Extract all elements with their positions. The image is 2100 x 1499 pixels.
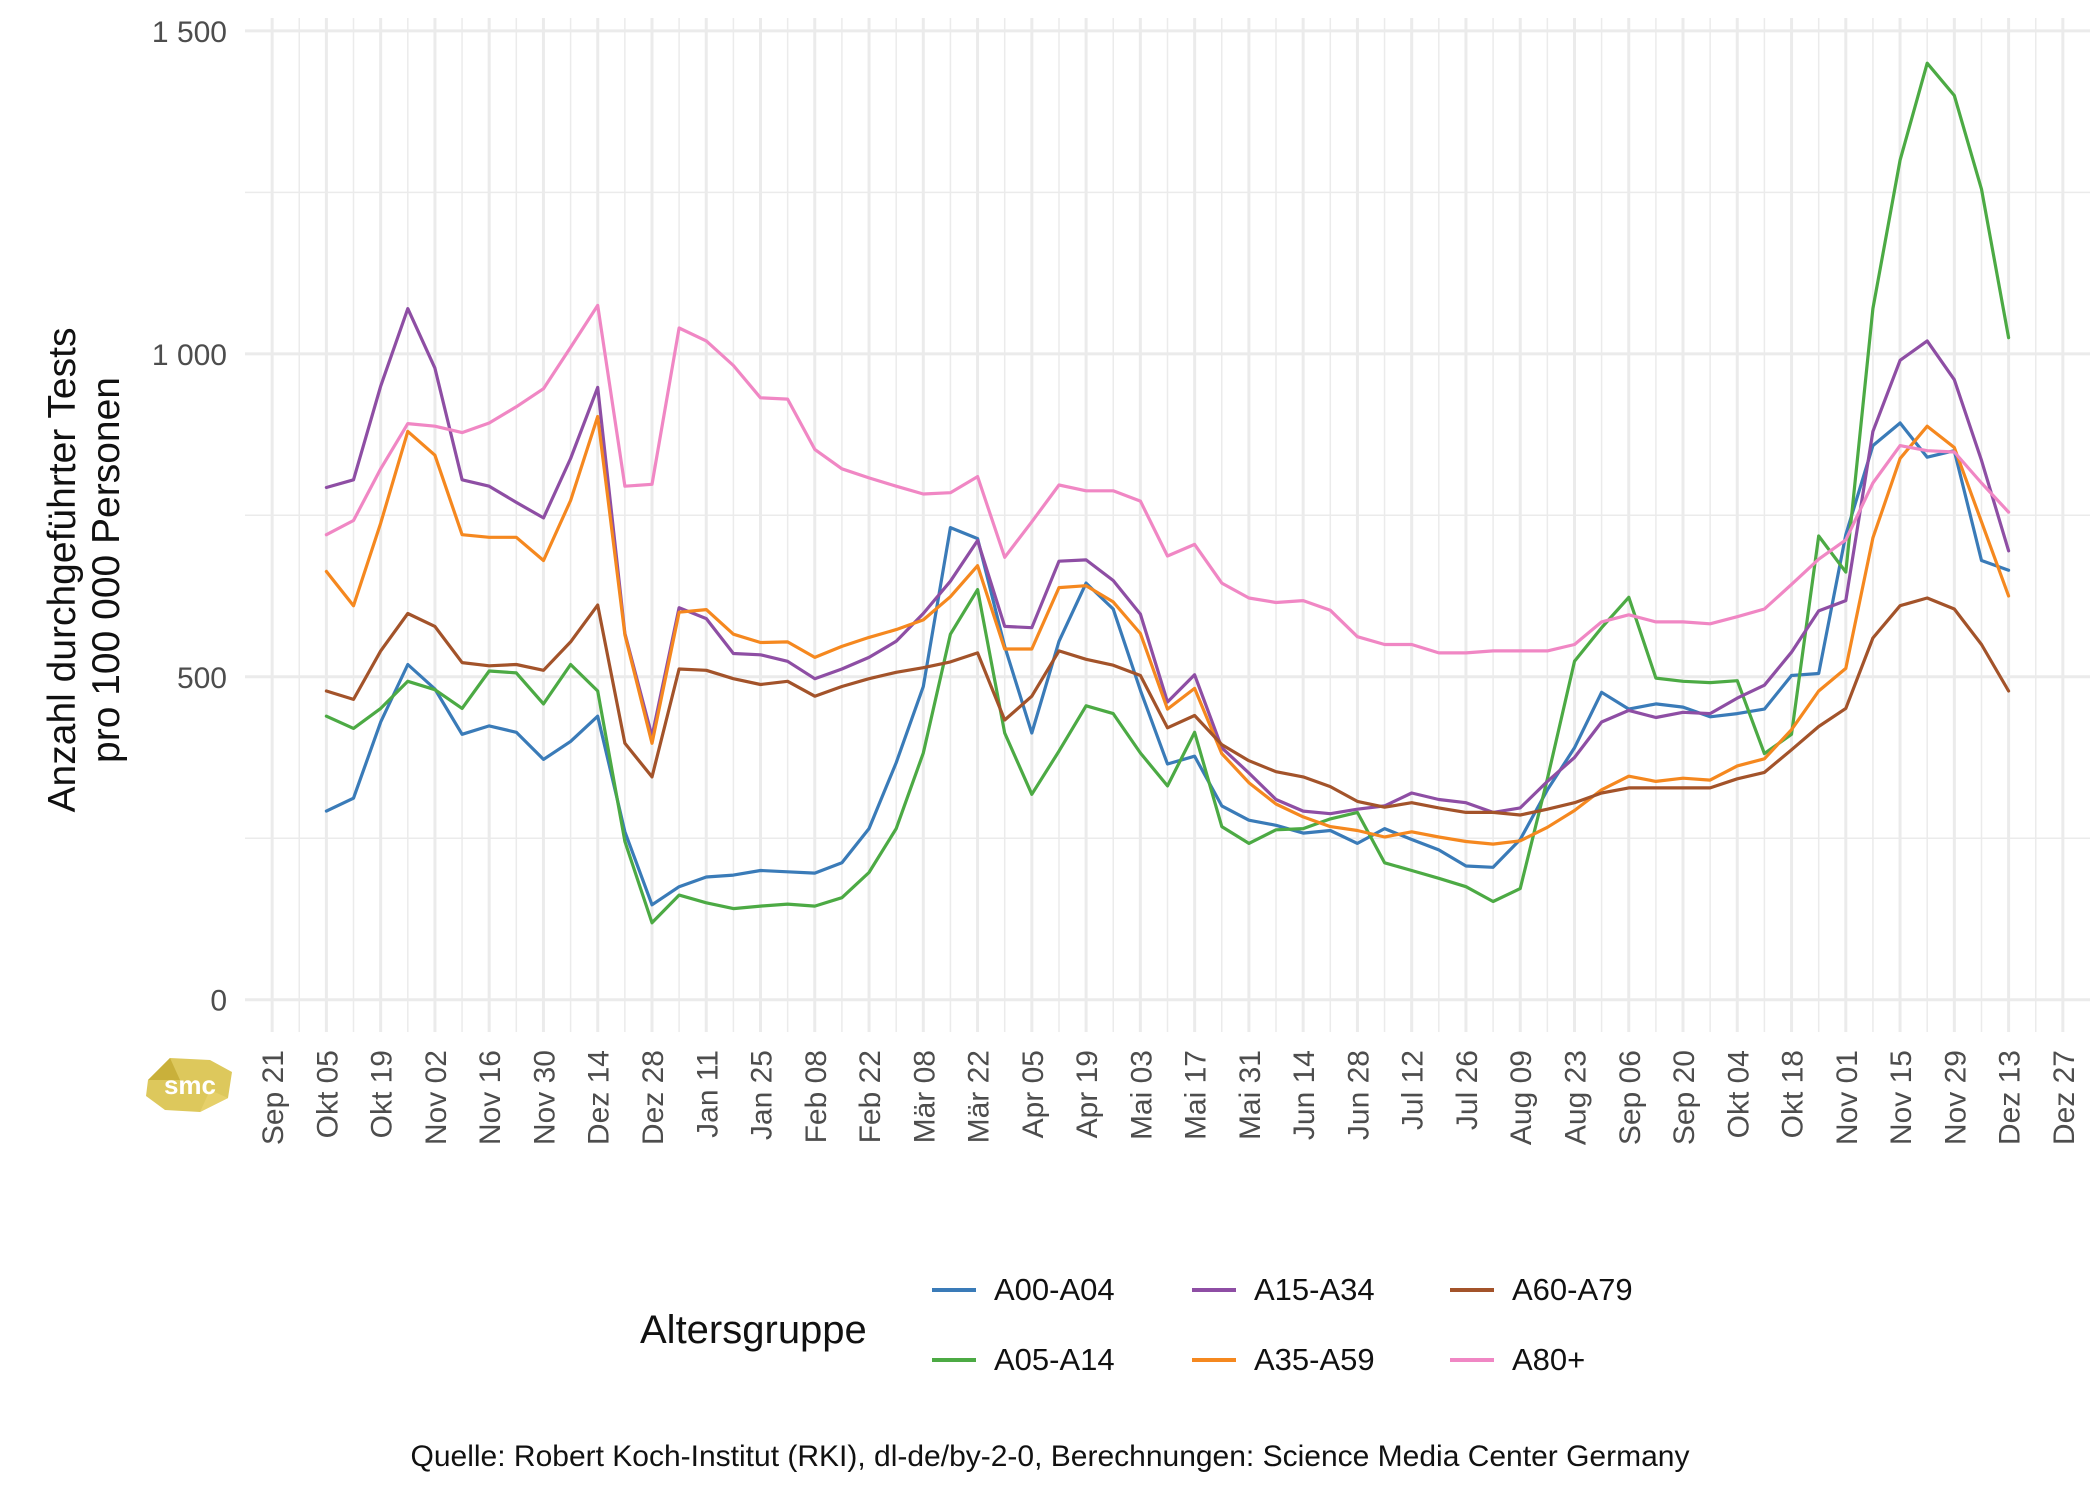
x-tick-label: Nov 30 — [528, 1050, 561, 1145]
x-tick-label: Nov 15 — [1885, 1050, 1918, 1145]
y-tick-label: 0 — [210, 985, 227, 1018]
x-tick-label: Nov 01 — [1831, 1050, 1864, 1145]
x-tick-label: Apr 19 — [1071, 1050, 1104, 1138]
series-line-a05-a14 — [324, 61, 2011, 925]
y-axis-title-line-1: Anzahl durchgeführter Tests — [41, 327, 84, 813]
x-tick-label: Jan 25 — [746, 1050, 779, 1140]
x-tick-label: Mai 31 — [1234, 1050, 1267, 1140]
x-tick-label: Dez 27 — [2048, 1050, 2081, 1145]
x-tick-label: Dez 13 — [1994, 1050, 2027, 1145]
legend-swatch — [1450, 1288, 1494, 1292]
series-lines — [324, 61, 2011, 925]
x-tick-label: Okt 04 — [1722, 1050, 1755, 1138]
legend-swatch — [932, 1358, 976, 1362]
x-tick-label: Feb 22 — [854, 1050, 887, 1143]
grid-major — [245, 18, 2090, 1032]
x-axis-ticks: Sep 21 Okt 05 Okt 19 Nov 02 Nov 16 Nov 30 Dez … — [257, 1050, 2081, 1145]
x-tick-label: Mär 08 — [908, 1050, 941, 1143]
legend-label: A60-A79 — [1512, 1272, 1633, 1307]
x-tick-label: Feb 08 — [800, 1050, 833, 1143]
x-tick-label: Okt 18 — [1777, 1050, 1810, 1138]
legend-swatch — [1192, 1288, 1236, 1292]
legend-label: A80+ — [1512, 1342, 1586, 1377]
y-tick-label: 1 500 — [152, 16, 227, 49]
legend-label: A00-A04 — [994, 1272, 1115, 1307]
grid-minor — [245, 18, 2090, 1032]
y-tick-label: 500 — [177, 662, 227, 695]
legend-swatch — [1192, 1358, 1236, 1362]
x-tick-label: Jun 28 — [1342, 1050, 1375, 1140]
source-caption: Quelle: Robert Koch-Institut (RKI), dl-d… — [410, 1440, 1690, 1473]
x-tick-label: Mai 03 — [1125, 1050, 1158, 1140]
x-tick-label: Okt 05 — [311, 1050, 344, 1138]
legend-label: A15-A34 — [1254, 1272, 1375, 1307]
x-tick-label: Jul 12 — [1397, 1050, 1430, 1130]
y-tick-label: 1 000 — [152, 339, 227, 372]
legend-swatch — [932, 1288, 976, 1292]
x-tick-label: Nov 29 — [1939, 1050, 1972, 1145]
x-tick-label: Dez 14 — [583, 1050, 616, 1145]
x-tick-label: Okt 19 — [366, 1050, 399, 1138]
y-axis-title: Anzahl durchgeführter Tests pro 100 000 … — [30, 290, 140, 850]
x-tick-label: Sep 20 — [1668, 1050, 1701, 1145]
svg-text:smc: smc — [164, 1070, 216, 1100]
x-tick-label: Mai 17 — [1180, 1050, 1213, 1140]
x-tick-label: Nov 02 — [420, 1050, 453, 1145]
legend: Altersgruppe A00-A04 A05-A14 A15-A34 A35… — [640, 1258, 1740, 1408]
x-tick-label: Aug 09 — [1505, 1050, 1538, 1145]
x-tick-label: Aug 23 — [1559, 1050, 1592, 1145]
x-tick-label: Apr 05 — [1017, 1050, 1050, 1138]
legend-label: A05-A14 — [994, 1342, 1115, 1377]
x-tick-label: Jul 26 — [1451, 1050, 1484, 1130]
x-tick-label: Nov 16 — [474, 1050, 507, 1145]
legend-title: Altersgruppe — [640, 1308, 867, 1352]
series-line-a00-a04 — [324, 421, 2011, 907]
series-line-a35-a59 — [324, 414, 2011, 846]
x-tick-label: Sep 06 — [1614, 1050, 1647, 1145]
x-tick-label: Jan 11 — [691, 1050, 724, 1138]
smc-logo: smc — [140, 1050, 240, 1120]
legend-label: A35-A59 — [1254, 1342, 1375, 1377]
y-axis-title-line-2: pro 100 000 Personen — [85, 377, 128, 763]
series-line-a60-a79 — [324, 596, 2011, 817]
y-axis-ticks: 0 500 1 000 1 500 — [152, 16, 227, 1018]
series-line-a80-plus — [324, 303, 2011, 655]
x-tick-label: Jun 14 — [1288, 1050, 1321, 1140]
series-line-a15-a34 — [324, 307, 2011, 816]
legend-swatch — [1450, 1358, 1494, 1362]
x-tick-label: Dez 28 — [637, 1050, 670, 1145]
x-tick-label: Sep 21 — [257, 1050, 290, 1145]
x-tick-label: Mär 22 — [963, 1050, 996, 1143]
